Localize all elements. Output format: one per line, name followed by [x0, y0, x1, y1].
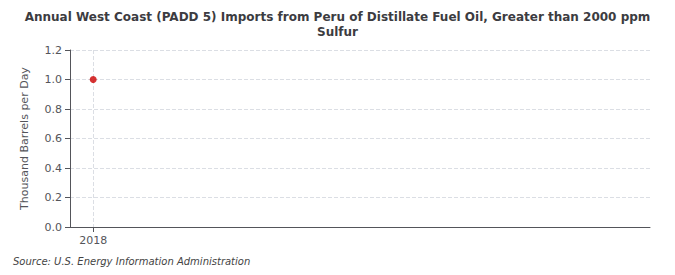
svg-text:0.8: 0.8	[45, 103, 63, 116]
svg-text:0.2: 0.2	[45, 191, 63, 204]
svg-text:0.4: 0.4	[45, 162, 63, 175]
svg-text:Sulfur: Sulfur	[317, 25, 358, 39]
svg-text:2018: 2018	[79, 234, 107, 247]
svg-text:0.6: 0.6	[45, 132, 63, 145]
svg-text:1.2: 1.2	[45, 44, 63, 57]
svg-text:1.0: 1.0	[45, 73, 63, 86]
svg-text:Annual West Coast (PADD 5) Imp: Annual West Coast (PADD 5) Imports from …	[25, 10, 651, 24]
svg-text:Thousand Barrels per Day: Thousand Barrels per Day	[18, 67, 31, 211]
svg-text:Source: U.S. Energy Informatio: Source: U.S. Energy Information Administ…	[13, 256, 250, 267]
svg-text:0.0: 0.0	[45, 221, 63, 234]
